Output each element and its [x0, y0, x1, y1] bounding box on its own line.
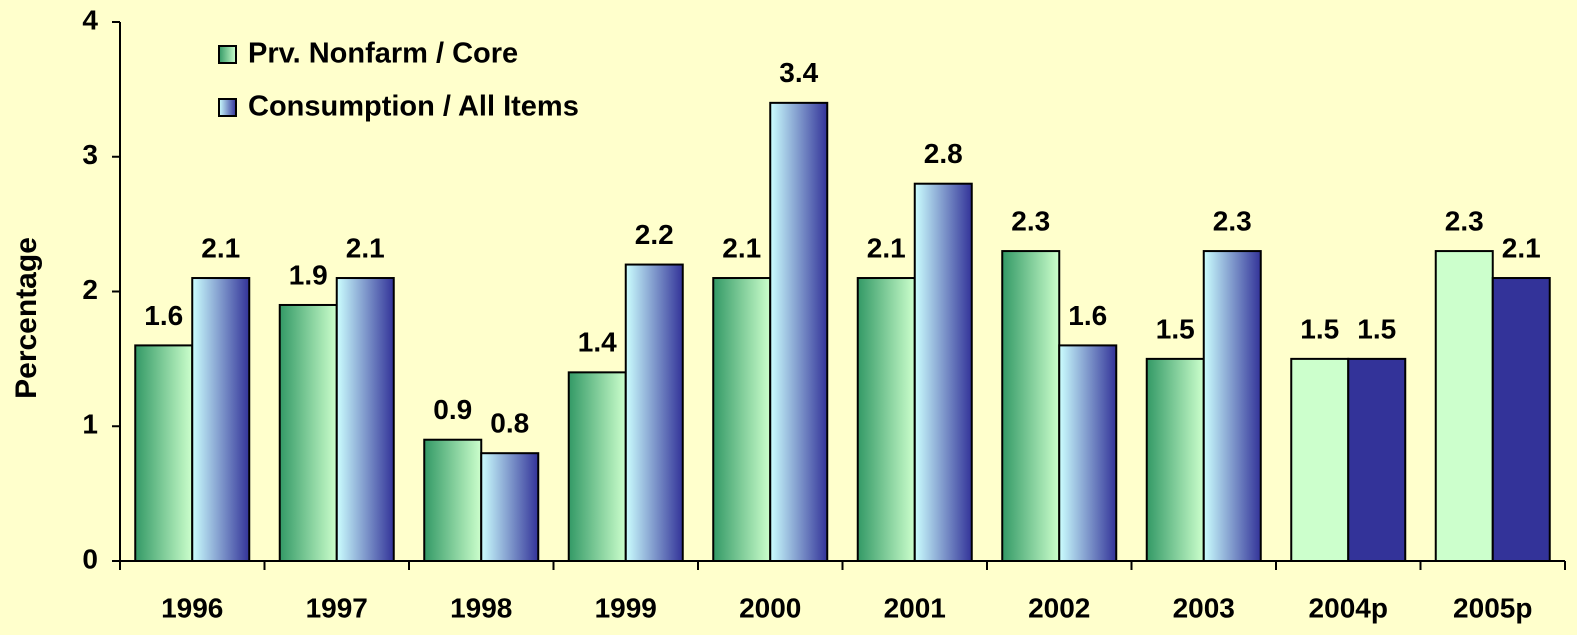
value-label: 2.2 [635, 219, 674, 250]
bar [1290, 357, 1350, 562]
value-label: 2.1 [346, 232, 385, 263]
value-label: 1.5 [1156, 313, 1195, 344]
bar [134, 344, 194, 562]
bar [913, 182, 973, 562]
bar [335, 277, 395, 562]
y-tick-label: 3 [82, 139, 98, 170]
x-tick-label: 1999 [595, 592, 657, 623]
bar [769, 101, 829, 562]
bar [191, 277, 251, 562]
bar [1491, 277, 1551, 562]
value-label: 1.6 [144, 300, 183, 331]
value-label: 2.3 [1011, 205, 1050, 236]
x-tick-label: 2001 [884, 592, 946, 623]
bar [624, 263, 684, 562]
value-label: 2.3 [1445, 205, 1484, 236]
legend-label: Consumption / All Items [248, 91, 579, 123]
bar [1434, 250, 1494, 562]
value-label: 1.6 [1068, 300, 1107, 331]
bar [1058, 344, 1118, 562]
x-tick-label: 1998 [450, 592, 512, 623]
y-tick-label: 0 [82, 543, 98, 574]
bar [712, 277, 772, 562]
bar [1202, 250, 1262, 562]
value-label: 2.1 [867, 232, 906, 263]
bar [1347, 357, 1407, 562]
value-label: 3.4 [779, 57, 818, 88]
legend-marker [218, 98, 237, 117]
y-tick-label: 1 [82, 409, 98, 440]
legend-marker [218, 45, 237, 64]
legend-label: Prv. Nonfarm / Core [248, 38, 518, 70]
bar [278, 303, 338, 562]
x-tick-label: 2002 [1028, 592, 1090, 623]
value-label: 2.1 [1502, 232, 1541, 263]
value-label: 2.3 [1213, 205, 1252, 236]
y-axis-title: Percentage [10, 237, 43, 399]
value-label: 2.8 [924, 138, 963, 169]
bar [1145, 357, 1205, 562]
bar [856, 277, 916, 562]
bar [480, 452, 540, 563]
x-tick-label: 2003 [1173, 592, 1235, 623]
bar [567, 371, 627, 562]
bar [423, 438, 483, 563]
y-tick-label: 4 [82, 4, 98, 35]
value-label: 0.9 [433, 394, 472, 425]
value-label: 0.8 [490, 408, 529, 439]
x-tick-label: 1997 [306, 592, 368, 623]
value-label: 1.4 [578, 327, 617, 358]
value-label: 2.1 [201, 232, 240, 263]
x-tick-label: 2000 [739, 592, 801, 623]
x-tick-label: 2005p [1453, 592, 1532, 623]
value-label: 2.1 [722, 232, 761, 263]
bar [1001, 250, 1061, 562]
x-tick-label: 2004p [1309, 592, 1388, 623]
value-label: 1.9 [289, 259, 328, 290]
x-tick-label: 1996 [161, 592, 223, 623]
y-tick-label: 2 [82, 274, 98, 305]
value-label: 1.5 [1300, 313, 1339, 344]
value-label: 1.5 [1357, 313, 1396, 344]
